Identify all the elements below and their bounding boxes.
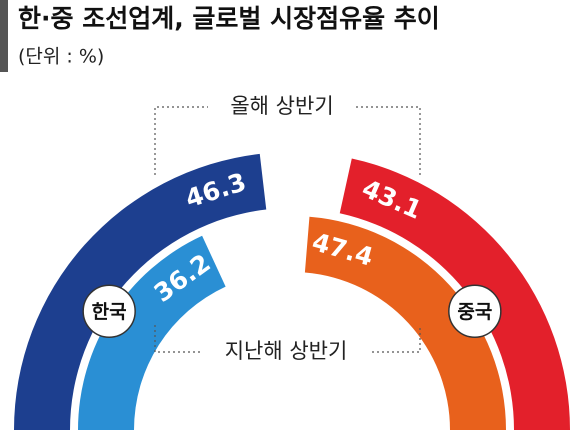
category-badge (448, 284, 502, 339)
category-label: 중국 (457, 301, 492, 323)
arc-segment (78, 235, 226, 430)
chart-title: 한·중 조선업계, 글로벌 시장점유율 추이 (18, 4, 440, 33)
legend-bracket (154, 325, 200, 353)
legend-bracket (356, 106, 421, 175)
legend-label: 지난해 상반기 (225, 339, 348, 363)
category-label: 한국 (92, 301, 127, 323)
arc-segment (14, 153, 267, 430)
arc-segment (339, 158, 570, 430)
category-badge (82, 284, 136, 339)
legend-bracket (154, 106, 208, 175)
arc-segment (304, 216, 506, 430)
legend-bracket (372, 325, 421, 353)
legend-label: 올해 상반기 (230, 94, 333, 118)
arcs (14, 153, 570, 430)
title-bar (0, 0, 8, 72)
chart-subtitle: (단위 : %) (18, 46, 104, 68)
